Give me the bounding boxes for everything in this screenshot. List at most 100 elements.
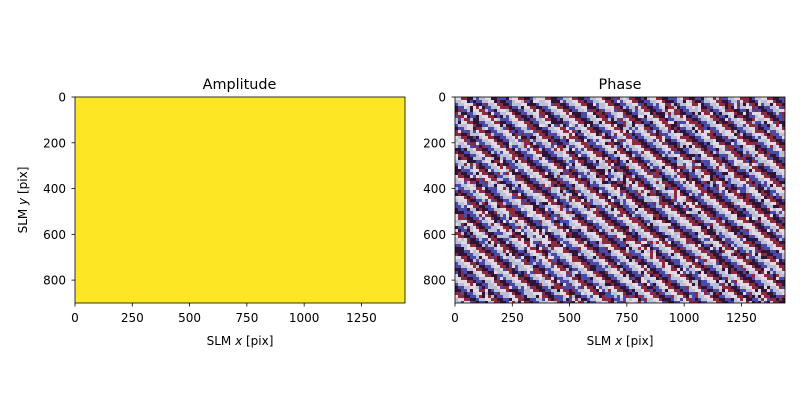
phase-pixel bbox=[488, 112, 491, 115]
phase-pixel bbox=[617, 262, 620, 265]
phase-pixel bbox=[482, 178, 485, 181]
phase-pixel bbox=[551, 190, 554, 193]
phase-pixel bbox=[479, 256, 482, 259]
phase-pixel bbox=[584, 220, 587, 223]
phase-pixel bbox=[623, 220, 626, 223]
phase-pixel bbox=[683, 169, 686, 172]
phase-pixel bbox=[470, 214, 473, 217]
phase-pixel bbox=[665, 259, 668, 262]
phase-pixel bbox=[644, 229, 647, 232]
phase-pixel bbox=[518, 151, 521, 154]
phase-pixel bbox=[722, 124, 725, 127]
phase-pixel bbox=[719, 139, 722, 142]
phase-pixel bbox=[650, 232, 653, 235]
phase-pixel bbox=[689, 136, 692, 139]
phase-pixel bbox=[755, 241, 758, 244]
phase-pixel bbox=[656, 235, 659, 238]
phase-pixel bbox=[680, 151, 683, 154]
phase-pixel bbox=[464, 151, 467, 154]
phase-pixel bbox=[587, 166, 590, 169]
phase-pixel bbox=[638, 154, 641, 157]
phase-pixel bbox=[596, 193, 599, 196]
phase-pixel bbox=[629, 190, 632, 193]
phase-pixel bbox=[725, 199, 728, 202]
phase-pixel bbox=[653, 154, 656, 157]
phase-pixel bbox=[641, 154, 644, 157]
phase-pixel bbox=[743, 130, 746, 133]
phase-pixel bbox=[695, 181, 698, 184]
phase-pixel bbox=[539, 244, 542, 247]
phase-pixel bbox=[641, 163, 644, 166]
phase-pixel bbox=[713, 124, 716, 127]
phase-pixel bbox=[461, 145, 464, 148]
phase-pixel bbox=[455, 232, 458, 235]
phase-pixel bbox=[551, 175, 554, 178]
phase-pixel bbox=[551, 250, 554, 253]
phase-pixel bbox=[602, 214, 605, 217]
phase-pixel bbox=[626, 142, 629, 145]
phase-pixel bbox=[611, 214, 614, 217]
phase-pixel bbox=[488, 175, 491, 178]
phase-pixel bbox=[500, 112, 503, 115]
phase-pixel bbox=[656, 223, 659, 226]
phase-pixel bbox=[557, 160, 560, 163]
phase-pixel bbox=[647, 223, 650, 226]
phase-pixel bbox=[467, 118, 470, 121]
phase-pixel bbox=[668, 184, 671, 187]
phase-pixel bbox=[743, 160, 746, 163]
phase-pixel bbox=[470, 109, 473, 112]
phase-pixel bbox=[512, 250, 515, 253]
phase-pixel bbox=[473, 151, 476, 154]
phase-pixel bbox=[554, 229, 557, 232]
phase-pixel bbox=[461, 169, 464, 172]
phase-pixel bbox=[671, 118, 674, 121]
phase-pixel bbox=[506, 202, 509, 205]
phase-pixel bbox=[491, 196, 494, 199]
phase-pixel bbox=[578, 190, 581, 193]
phase-pixel bbox=[632, 226, 635, 229]
phase-pixel bbox=[464, 214, 467, 217]
phase-pixel bbox=[626, 196, 629, 199]
phase-pixel bbox=[461, 223, 464, 226]
phase-pixel bbox=[662, 181, 665, 184]
phase-pixel bbox=[713, 97, 716, 100]
phase-pixel bbox=[503, 184, 506, 187]
phase-pixel bbox=[470, 262, 473, 265]
phase-pixel bbox=[707, 106, 710, 109]
phase-pixel bbox=[674, 193, 677, 196]
phase-pixel bbox=[617, 148, 620, 151]
phase-pixel bbox=[677, 244, 680, 247]
phase-pixel bbox=[764, 220, 767, 223]
phase-pixel bbox=[683, 247, 686, 250]
phase-pixel bbox=[560, 256, 563, 259]
phase-pixel bbox=[620, 127, 623, 130]
phase-pixel bbox=[719, 253, 722, 256]
phase-pixel bbox=[596, 214, 599, 217]
phase-pixel bbox=[461, 193, 464, 196]
phase-pixel bbox=[707, 211, 710, 214]
phase-pixel bbox=[770, 205, 773, 208]
phase-pixel bbox=[635, 247, 638, 250]
phase-pixel bbox=[599, 202, 602, 205]
phase-pixel bbox=[770, 256, 773, 259]
phase-pixel bbox=[782, 121, 785, 124]
phase-pixel bbox=[686, 127, 689, 130]
y-tick-label: 800 bbox=[43, 274, 66, 288]
phase-pixel bbox=[734, 121, 737, 124]
phase-pixel bbox=[695, 133, 698, 136]
phase-pixel bbox=[515, 241, 518, 244]
phase-pixel bbox=[662, 127, 665, 130]
phase-pixel bbox=[518, 157, 521, 160]
phase-pixel bbox=[746, 115, 749, 118]
phase-pixel bbox=[722, 226, 725, 229]
phase-pixel bbox=[617, 97, 620, 100]
phase-pixel bbox=[470, 112, 473, 115]
phase-pixel bbox=[770, 199, 773, 202]
phase-pixel bbox=[731, 169, 734, 172]
phase-pixel bbox=[623, 121, 626, 124]
phase-pixel bbox=[695, 223, 698, 226]
phase-pixel bbox=[497, 133, 500, 136]
phase-pixel bbox=[542, 145, 545, 148]
phase-pixel bbox=[548, 217, 551, 220]
phase-pixel bbox=[617, 196, 620, 199]
